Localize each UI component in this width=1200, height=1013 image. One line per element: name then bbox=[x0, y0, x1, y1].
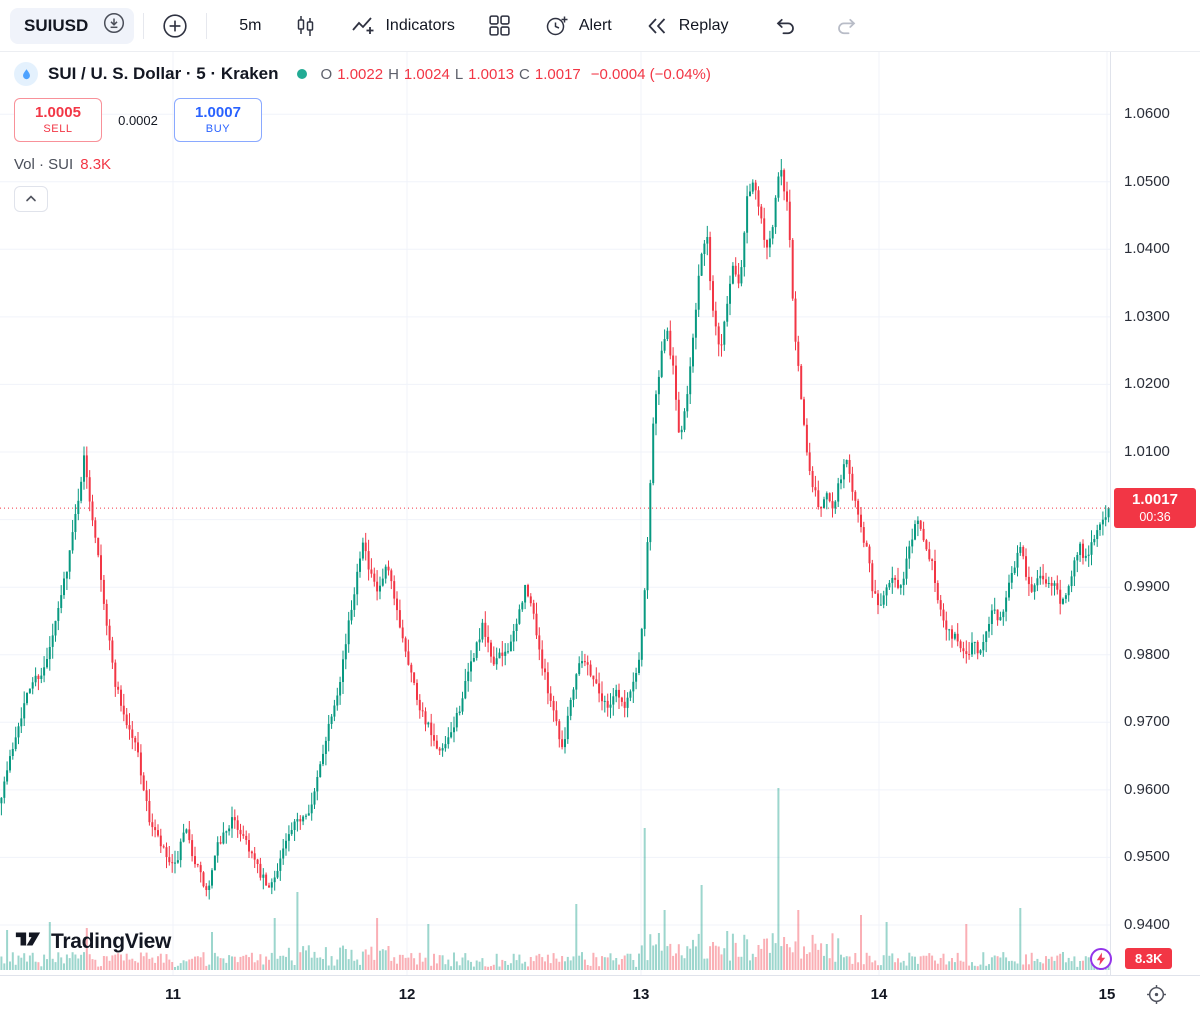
chevron-up-icon bbox=[23, 192, 39, 207]
price-tick-label: 1.0400 bbox=[1124, 240, 1170, 258]
market-status-dot bbox=[296, 69, 307, 79]
lightning-bolt-icon bbox=[1089, 948, 1113, 974]
interval-label: 5m bbox=[239, 16, 262, 34]
price-axis[interactable]: 1.0600 1.0500 1.0400 1.0300 1.0200 1.0100 1.00… bbox=[1110, 52, 1200, 975]
buy-button[interactable]: 1.0007 BUY bbox=[174, 98, 262, 142]
undo-button[interactable] bbox=[764, 7, 807, 44]
sell-button[interactable]: 1.0005 SELL bbox=[14, 98, 102, 142]
chart-legend: SUI / U. S. Dollar · 5 · Kraken O 1.0022… bbox=[14, 62, 711, 212]
tradingview-mark-icon bbox=[14, 925, 42, 958]
change-value: −0.0004 (−0.04%) bbox=[590, 65, 711, 83]
toolbar-divider bbox=[206, 12, 208, 39]
close-label: C bbox=[519, 65, 530, 83]
time-axis-settings-button[interactable] bbox=[1146, 984, 1167, 1008]
chart-type-button[interactable] bbox=[284, 7, 327, 45]
volume-axis-badge: 8.3K bbox=[1125, 948, 1173, 969]
last-price-value: 1.0017 bbox=[1132, 490, 1178, 508]
open-value: 1.0022 bbox=[337, 65, 384, 83]
alert-label: Alert bbox=[578, 16, 612, 34]
toolbar-divider bbox=[143, 12, 145, 39]
spread-value: 0.0002 bbox=[118, 112, 158, 128]
interval-button[interactable]: 5m bbox=[230, 11, 270, 41]
layout-grid-button[interactable] bbox=[478, 7, 521, 44]
alert-clock-plus-icon bbox=[544, 13, 570, 39]
undo-arrow-icon bbox=[773, 13, 798, 38]
chart-title[interactable]: SUI / U. S. Dollar · 5 · Kraken bbox=[48, 64, 279, 83]
price-tick-label: 1.0300 bbox=[1124, 307, 1170, 325]
price-tick-label: 0.9500 bbox=[1124, 848, 1170, 866]
axis-settings-target-icon bbox=[1146, 985, 1167, 1008]
indicators-button[interactable]: Indicators bbox=[341, 7, 463, 45]
candlestick-chart-icon bbox=[293, 13, 318, 39]
high-label: H bbox=[388, 65, 399, 83]
price-tick-label: 0.9600 bbox=[1124, 780, 1170, 798]
price-tick-label: 0.9400 bbox=[1124, 915, 1170, 933]
open-label: O bbox=[320, 65, 333, 83]
symbol-switcher-icon bbox=[102, 11, 126, 40]
high-value: 1.0024 bbox=[403, 65, 450, 83]
candlestick-chart[interactable] bbox=[0, 52, 1110, 975]
grid-layout-icon bbox=[487, 13, 512, 38]
price-tick-label: 1.0500 bbox=[1124, 172, 1170, 190]
price-tick-label: 0.9800 bbox=[1124, 645, 1170, 663]
redo-arrow-icon bbox=[834, 13, 859, 38]
redo-button[interactable] bbox=[825, 7, 868, 44]
time-tick-label: 15 bbox=[1098, 986, 1116, 1003]
symbol-name: SUIUSD bbox=[24, 15, 89, 35]
low-label: L bbox=[454, 65, 464, 83]
indicators-label: Indicators bbox=[385, 16, 455, 34]
replay-rewind-icon bbox=[644, 13, 670, 39]
sui-logo-icon bbox=[14, 62, 38, 86]
volume-study-value: 8.3K bbox=[80, 156, 112, 173]
sell-label: SELL bbox=[43, 122, 73, 135]
bar-countdown: 00:36 bbox=[1139, 509, 1171, 524]
alert-button[interactable]: Alert bbox=[535, 7, 621, 45]
price-tick-label: 1.0100 bbox=[1124, 443, 1170, 460]
top-toolbar: SUIUSD 5m bbox=[0, 0, 1200, 52]
replay-label: Replay bbox=[678, 16, 729, 34]
buy-label: BUY bbox=[205, 122, 231, 135]
time-tick-label: 11 bbox=[165, 986, 181, 1003]
tradingview-logo[interactable]: TradingView bbox=[14, 925, 171, 958]
last-price-badge: 1.0017 00:36 bbox=[1114, 488, 1196, 529]
volume-study-label: Vol · SUI bbox=[14, 156, 74, 173]
price-tick-label: 0.9900 bbox=[1124, 578, 1170, 596]
plus-circle-icon bbox=[162, 13, 188, 39]
add-symbol-button[interactable] bbox=[153, 7, 197, 45]
replay-button[interactable]: Replay bbox=[635, 7, 738, 45]
close-value: 1.0017 bbox=[534, 65, 581, 83]
price-tick-label: 1.0200 bbox=[1124, 375, 1170, 393]
symbol-search-button[interactable]: SUIUSD bbox=[10, 7, 135, 44]
low-value: 1.0013 bbox=[468, 65, 515, 83]
time-tick-label: 14 bbox=[870, 986, 888, 1003]
sell-price: 1.0005 bbox=[35, 103, 81, 121]
boost-flash-button[interactable] bbox=[1089, 947, 1113, 971]
indicators-icon bbox=[350, 13, 376, 39]
time-tick-label: 13 bbox=[632, 986, 650, 1003]
chart-pane[interactable]: SUI / U. S. Dollar · 5 · Kraken O 1.0022… bbox=[0, 52, 1200, 975]
tradingview-logo-text: TradingView bbox=[51, 929, 172, 953]
ohlc-values: O 1.0022 H 1.0024 L 1.0013 C 1.0017 −0.0… bbox=[321, 66, 711, 83]
time-axis[interactable]: 11 12 13 14 15 bbox=[0, 975, 1200, 1013]
price-tick-label: 1.0600 bbox=[1124, 105, 1170, 123]
collapse-pane-button[interactable] bbox=[14, 186, 48, 212]
price-tick-label: 0.9700 bbox=[1124, 713, 1170, 731]
buy-price: 1.0007 bbox=[195, 103, 241, 121]
time-tick-label: 12 bbox=[398, 986, 416, 1003]
